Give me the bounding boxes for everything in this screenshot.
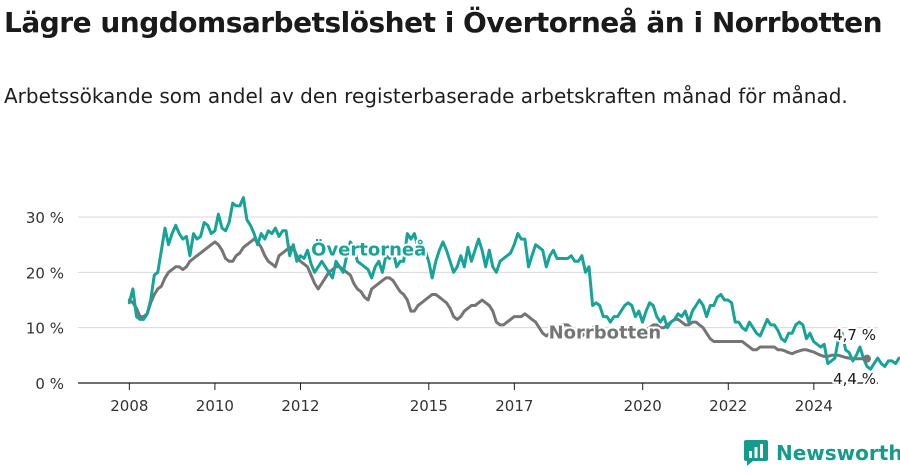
series-label-overtornea: Övertorneå	[311, 239, 426, 261]
y-axis-ticks: 0 % 10 % 20 % 30 %	[26, 209, 64, 393]
x-tick-label: 2024	[795, 397, 833, 415]
series-label-overtornea-halo: Övertorneå	[311, 239, 426, 261]
brand-logo: Newsworthy	[744, 440, 900, 466]
x-tick-label: 2015	[410, 397, 448, 415]
series-label-norrbotten-halo: Norrbotten	[549, 323, 662, 344]
series-line-overtornea	[127, 196, 900, 371]
x-tick-label: 2022	[709, 397, 747, 415]
page-title: Lägre ungdomsarbetslöshet i Övertorneå ä…	[4, 6, 883, 39]
x-axis: 2008 2010 2012 2015 2017 2020 2022 2024	[110, 383, 833, 415]
x-tick-label: 2008	[110, 397, 148, 415]
newsworthy-logo-icon	[744, 440, 768, 466]
series-labels: ÖvertorneåÖvertorneåNorrbottenNorrbotten…	[309, 237, 878, 390]
series-label-norrbotten: Norrbotten	[549, 323, 662, 344]
y-tick-label: 20 %	[26, 264, 64, 282]
x-tick-label: 2017	[495, 397, 533, 415]
x-tick-label: 2020	[624, 397, 662, 415]
end-value-overtornea-halo: 4,7 %	[833, 326, 876, 344]
end-value-overtornea: 4,7 %	[833, 326, 876, 344]
series-line-norrbotten	[127, 237, 869, 361]
end-point-norrbotten	[863, 354, 872, 363]
end-value-norrbotten: 4,4 %	[833, 370, 876, 388]
end-value-norrbotten-halo: 4,4 %	[833, 370, 876, 388]
y-tick-label: 10 %	[26, 320, 64, 338]
y-tick-label: 0 %	[35, 375, 64, 393]
x-tick-label: 2010	[196, 397, 234, 415]
brand-name: Newsworthy	[776, 441, 900, 465]
page-subtitle: Arbetssökande som andel av den registerb…	[4, 84, 848, 108]
series-lines	[127, 196, 900, 371]
y-tick-label: 30 %	[26, 209, 64, 227]
x-tick-label: 2012	[281, 397, 319, 415]
